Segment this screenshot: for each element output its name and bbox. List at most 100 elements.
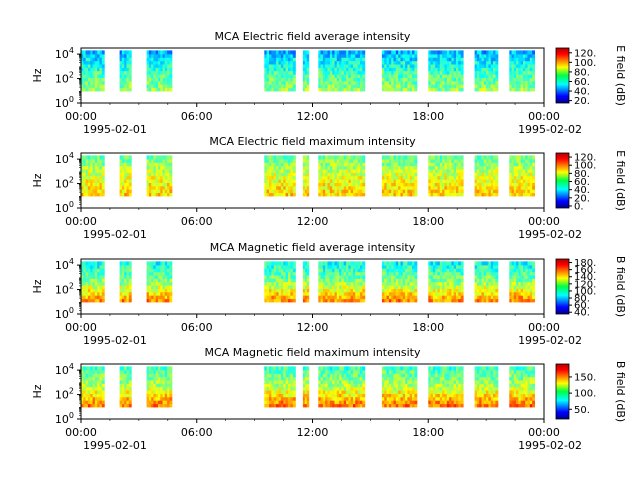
- spectrogram-cell: [332, 168, 336, 173]
- spectrogram-cell: [327, 84, 331, 89]
- spectrogram-cell: [381, 172, 385, 177]
- spectrogram-cell: [493, 192, 496, 197]
- spectrogram-cell: [525, 192, 529, 197]
- spectrogram-cell: [92, 376, 96, 381]
- spectrogram-cell: [302, 63, 306, 68]
- spectrogram-cell: [119, 288, 123, 293]
- spectrogram-cell: [94, 396, 98, 401]
- spectrogram-cell: [273, 87, 277, 92]
- spectrogram-cell: [160, 386, 164, 391]
- spectrogram-cell: [119, 158, 123, 163]
- spectrogram-cell: [460, 63, 464, 68]
- spectrogram-cell: [348, 189, 352, 194]
- spectrogram-cell: [353, 268, 356, 273]
- spectrogram-cell: [490, 274, 494, 279]
- spectrogram-cell: [486, 57, 489, 62]
- spectrogram-cell: [527, 261, 531, 266]
- spectrogram-cell: [343, 57, 347, 62]
- spectrogram-cell: [402, 192, 406, 197]
- colorbar-tick-label: 60.: [574, 301, 590, 312]
- spectrogram-cell: [523, 288, 526, 293]
- spectrogram-cell: [400, 50, 404, 55]
- spectrogram-cell: [160, 261, 164, 266]
- spectrogram-cell: [266, 165, 270, 170]
- spectrogram-cell: [490, 53, 494, 58]
- spectrogram-cell: [386, 172, 390, 177]
- spectrogram-cell: [343, 182, 347, 187]
- spectrogram-cell: [412, 77, 415, 82]
- spectrogram-cell: [128, 74, 132, 78]
- spectrogram-cell: [283, 369, 287, 374]
- spectrogram-cell: [169, 386, 173, 391]
- spectrogram-cell: [121, 379, 125, 384]
- spectrogram-cell: [435, 295, 439, 300]
- spectrogram-cell: [273, 366, 277, 371]
- spectrogram-cell: [151, 162, 155, 167]
- spectrogram-cell: [414, 87, 418, 92]
- spectrogram-cell: [343, 271, 347, 276]
- spectrogram-cell: [458, 268, 462, 273]
- spectrogram-cell: [290, 162, 294, 167]
- spectrogram-cell: [336, 182, 340, 187]
- spectrogram-cell: [476, 285, 480, 289]
- spectrogram-cell: [167, 400, 170, 405]
- spectrogram-cell: [264, 172, 268, 177]
- spectrogram-cell: [348, 162, 352, 167]
- spectrogram-cell: [322, 295, 326, 300]
- spectrogram-cell: [520, 264, 524, 269]
- spectrogram-cell: [90, 185, 94, 190]
- spectrogram-cell: [273, 189, 277, 194]
- spectrogram-cell: [490, 50, 494, 55]
- spectrogram-cell: [414, 162, 418, 167]
- spectrogram-cell: [322, 162, 326, 167]
- spectrogram-cell: [148, 77, 152, 82]
- spectrogram-cell: [81, 53, 84, 58]
- spectrogram-cell: [164, 261, 168, 266]
- spectrogram-cell: [121, 63, 125, 68]
- spectrogram-cell: [167, 295, 170, 300]
- spectrogram-cell: [437, 63, 441, 68]
- spectrogram-cell: [391, 285, 395, 289]
- spectrogram-cell: [90, 168, 94, 173]
- spectrogram-cell: [158, 390, 161, 394]
- spectrogram-cell: [164, 60, 168, 65]
- spectrogram-cell: [381, 182, 385, 187]
- spectrogram-cell: [398, 84, 402, 89]
- spectrogram-cell: [285, 376, 289, 381]
- spectrogram-cell: [329, 172, 333, 177]
- spectrogram-cell: [158, 271, 161, 276]
- spectrogram-cell: [495, 172, 499, 177]
- spectrogram-cell: [490, 291, 494, 296]
- spectrogram-cell: [346, 278, 349, 283]
- spectrogram-cell: [532, 87, 535, 92]
- spectrogram-cell: [339, 80, 342, 85]
- spectrogram-cell: [285, 261, 289, 266]
- spectrogram-cell: [276, 376, 280, 381]
- spectrogram-cell: [357, 192, 361, 197]
- spectrogram-cell: [336, 396, 340, 401]
- spectrogram-cell: [90, 67, 94, 72]
- spectrogram-cell: [451, 165, 455, 170]
- spectrogram-cell: [332, 63, 336, 68]
- spectrogram-cell: [442, 80, 445, 85]
- spectrogram-cell: [128, 165, 132, 170]
- spectrogram-cell: [325, 264, 329, 269]
- spectrogram-cell: [334, 274, 338, 279]
- spectrogram-cell: [85, 192, 89, 197]
- spectrogram-cell: [283, 60, 287, 65]
- spectrogram-cell: [334, 264, 338, 269]
- spectrogram-cell: [164, 379, 168, 384]
- spectrogram-cell: [386, 291, 390, 296]
- spectrogram-cell: [169, 74, 173, 78]
- spectrogram-cell: [85, 274, 89, 279]
- spectrogram-cell: [393, 84, 397, 89]
- spectrogram-cell: [381, 80, 385, 85]
- spectrogram-cell: [527, 274, 531, 279]
- spectrogram-cell: [164, 400, 168, 405]
- spectrogram-cell: [283, 261, 287, 266]
- panel-title: MCA Magnetic field average intensity: [210, 241, 416, 254]
- spectrogram-cell: [458, 165, 462, 170]
- spectrogram-cell: [407, 179, 411, 183]
- spectrogram-cell: [453, 192, 457, 197]
- spectrogram-cell: [493, 189, 496, 194]
